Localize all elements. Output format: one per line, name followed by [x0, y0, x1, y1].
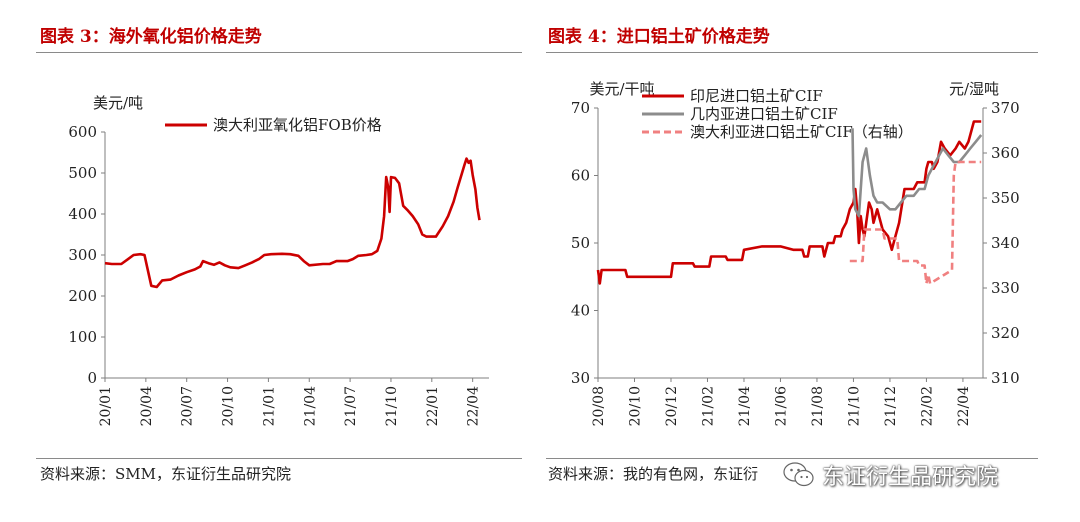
y-tick-label: 500 — [68, 164, 97, 182]
watermark: 东证衍生品研究院 — [782, 458, 1062, 492]
y-tick-label: 40 — [571, 302, 590, 320]
right-source-note: 资料来源：我的有色网，东证衍 — [548, 465, 759, 483]
series-line-3 — [849, 160, 982, 285]
x-tick-label: 21/08 — [810, 386, 826, 426]
legend-label-3: 澳大利亚进口铝土矿CIF（右轴） — [690, 123, 913, 141]
y-axis-title: 美元/干吨 — [589, 80, 654, 98]
y-tick-label: 0 — [87, 369, 97, 387]
right-source-rule — [546, 458, 1038, 459]
left-title-rule — [36, 52, 522, 53]
y-tick-label: 200 — [68, 287, 97, 305]
x-tick-label: 21/07 — [343, 386, 359, 426]
x-tick-label: 20/10 — [221, 386, 237, 426]
y-tick-label: 600 — [68, 123, 97, 141]
y-axis-title: 美元/吨 — [93, 94, 143, 112]
y2-tick-label: 360 — [991, 144, 1020, 162]
x-tick-label: 21/10 — [846, 386, 862, 426]
x-tick-label: 20/12 — [664, 386, 680, 426]
left-source-rule — [36, 458, 522, 459]
y2-tick-label: 310 — [991, 369, 1020, 387]
x-tick-label: 21/02 — [700, 386, 716, 426]
y2-tick-label: 340 — [991, 234, 1020, 252]
y-tick-label: 400 — [68, 205, 97, 223]
left-figure-title: 图表 3：海外氧化铝价格走势 — [40, 27, 262, 47]
x-tick-label: 22/01 — [425, 386, 441, 426]
y-tick-label: 300 — [68, 246, 97, 264]
y-tick-label: 100 — [68, 328, 97, 346]
legend-label-1: 印尼进口铝土矿CIF — [690, 87, 823, 105]
series-line-1 — [104, 157, 481, 289]
y-tick-label: 30 — [571, 369, 590, 387]
x-tick-label: 22/04 — [466, 386, 482, 426]
right-chart: 30 40 50 60 70 310 320 330 340 350 360 370 20/08 20/1… — [571, 80, 1020, 426]
y-tick-label: 50 — [571, 234, 590, 252]
x-tick-label: 20/08 — [591, 386, 607, 426]
series-line-1 — [596, 120, 982, 285]
x-tick-label: 21/04 — [737, 386, 753, 426]
x-tick-label: 22/02 — [919, 386, 935, 426]
legend-label-2: 几内亚进口铝土矿CIF — [690, 105, 838, 123]
y2-tick-label: 330 — [991, 279, 1020, 297]
x-tick-label: 21/06 — [773, 386, 789, 426]
y2-axis-title: 元/湿吨 — [949, 80, 999, 98]
left-source-note: 资料来源：SMM，东证衍生品研究院 — [40, 465, 291, 483]
y-tick-label: 60 — [571, 167, 590, 185]
right-figure-title: 图表 4：进口铝土矿价格走势 — [548, 27, 770, 47]
legend-label-1: 澳大利亚氧化铝FOB价格 — [213, 116, 382, 134]
x-tick-label: 20/01 — [98, 386, 114, 426]
right-title-rule — [546, 52, 1038, 53]
x-tick-label: 22/04 — [956, 386, 972, 426]
x-tick-label: 21/12 — [883, 386, 899, 426]
x-tick-label: 21/01 — [261, 386, 277, 426]
x-tick-label: 21/04 — [302, 386, 318, 426]
y-tick-label: 70 — [571, 99, 590, 117]
y2-tick-label: 370 — [991, 99, 1020, 117]
x-tick-label: 20/07 — [180, 386, 196, 426]
left-chart: 0 100 200 300 400 500 600 20/01 20/04 20/07 20/10 2… — [68, 94, 489, 426]
series-line-2 — [851, 128, 983, 218]
watermark-text: 东证衍生品研究院 — [822, 465, 999, 490]
x-tick-label: 20/10 — [627, 386, 643, 426]
x-tick-label: 21/10 — [384, 386, 400, 426]
x-tick-label: 20/04 — [139, 386, 155, 426]
y2-tick-label: 350 — [991, 189, 1020, 207]
wechat-icon — [782, 460, 816, 490]
y2-tick-label: 320 — [991, 324, 1020, 342]
